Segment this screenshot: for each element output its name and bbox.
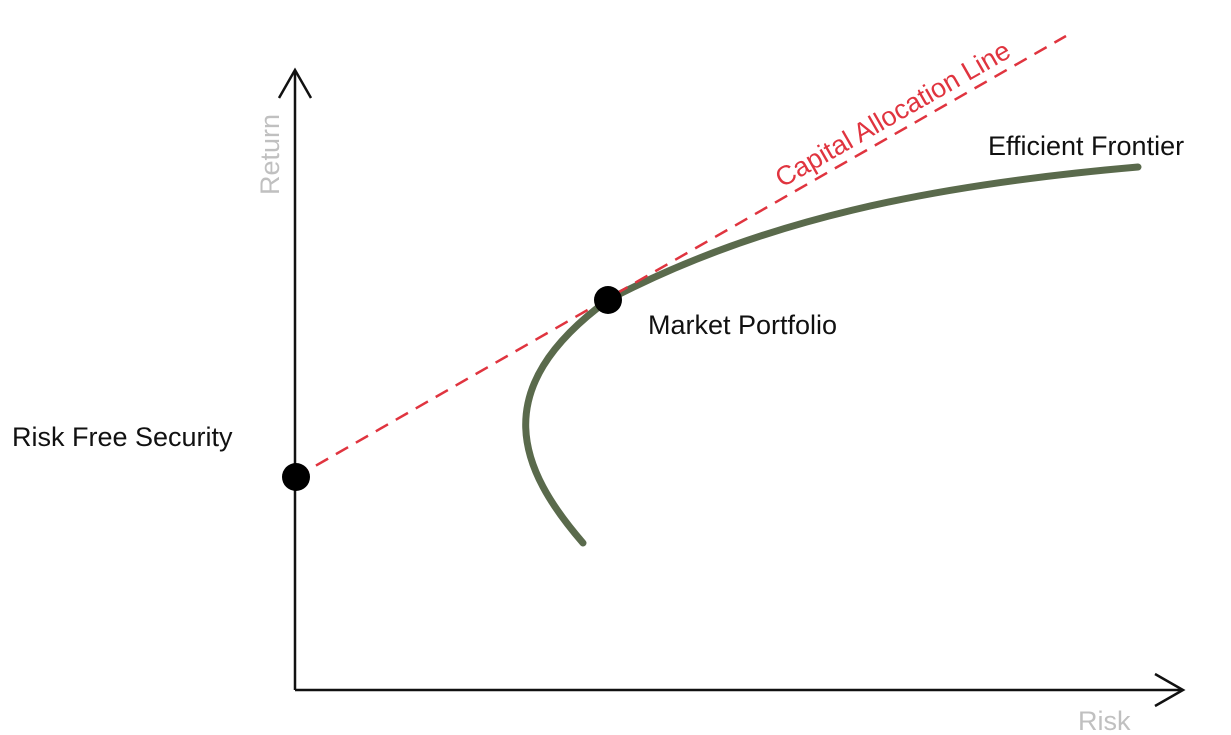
risk-free-security-point — [282, 463, 310, 491]
y-axis-label: Return — [255, 114, 285, 195]
efficient-frontier-curve — [522, 163, 1142, 547]
capital-allocation-line-label: Capital Allocation Line — [770, 35, 1015, 193]
risk-free-security-label: Risk Free Security — [12, 422, 233, 452]
axes — [277, 67, 1186, 708]
y-axis-arrowhead — [277, 67, 313, 99]
market-portfolio-point — [594, 286, 622, 314]
x-axis-label: Risk — [1078, 706, 1131, 735]
efficient-frontier-label: Efficient Frontier — [988, 131, 1184, 161]
market-portfolio-label: Market Portfolio — [648, 310, 837, 340]
capital-allocation-line — [295, 34, 1067, 479]
x-axis-arrowhead — [1154, 672, 1186, 708]
